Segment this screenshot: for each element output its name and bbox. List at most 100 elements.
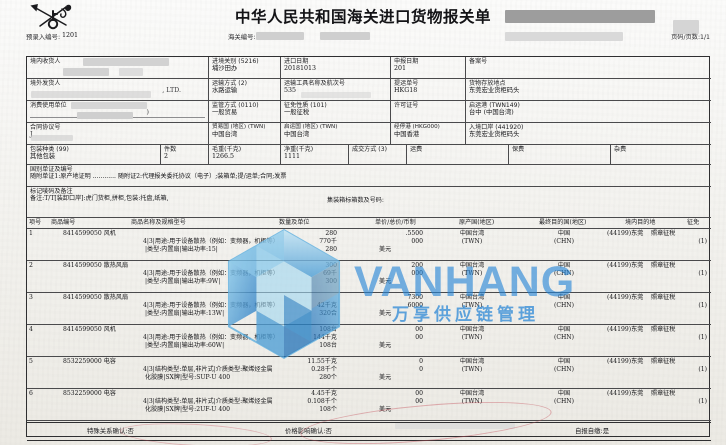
price-2: 000 xyxy=(411,238,423,245)
spec-line-1: 4|3|用途:用于设备散热（例如：变频器，机柜等） xyxy=(143,238,279,245)
qty-3: 300 xyxy=(325,278,337,285)
field-contract-no: 合同协议号 J xyxy=(27,123,209,145)
qty-3: 280 xyxy=(325,246,337,253)
qty-1: 280 xyxy=(325,230,337,237)
origin-country: 中国台湾 xyxy=(459,230,485,237)
field-consumer-unit: 消费使用单位 ) xyxy=(27,101,209,123)
field-entry-port: 入境口岸 (441920) 东莞宏业货柜码头 xyxy=(466,123,711,145)
goods-table-header: 项号 商品编号 商品名称及规格型号 数量及单位 单价/总价/币制 原产国(地区)… xyxy=(27,218,711,229)
levy-code: (1) xyxy=(698,334,707,341)
qty-3: 108台 xyxy=(319,342,337,349)
hs-code: 8414599050 散热风扇 xyxy=(63,294,129,301)
price-2: 0 xyxy=(419,366,423,373)
origin-country: 中国台湾 xyxy=(459,358,485,365)
levy-code: (1) xyxy=(698,270,707,277)
field-insurance: 保费 xyxy=(509,145,611,165)
origin-country: 中国台湾 xyxy=(459,326,485,333)
spec-line-1: 4|3|结构类型:单层,非片式|介质类型:聚烯烃金属 xyxy=(143,398,273,405)
domestic-dest: (44199)东莞 xyxy=(607,326,644,333)
redaction xyxy=(71,102,147,109)
price-1: 00 xyxy=(415,390,423,397)
spec-line-1: 4|3|用途:用于设备散热（例如：变频器，机柜等） xyxy=(143,334,279,341)
field-misc-fee: 杂费 xyxy=(611,145,711,165)
levy-code: (1) xyxy=(698,302,707,309)
dest-country: 中国 xyxy=(557,294,571,301)
levy-mode: 照章征税 xyxy=(651,230,676,237)
sub-header-line: 预录入编号: 1201 海关编号: 页码/页数:1/1 xyxy=(0,30,726,43)
pre-entry-label: 预录入编号: xyxy=(26,33,61,41)
declaration-table: 境内收货人 进境关别 (5216) 埔沙田办 进口日期 20181013 申报日… xyxy=(26,56,711,441)
domestic-dest: (44199)东莞 xyxy=(607,294,644,301)
field-deal-mode: 成交方式 (3) xyxy=(349,145,407,165)
price-2: 6000 xyxy=(407,302,423,309)
currency: 美元 xyxy=(379,342,392,349)
footer-extra-row xyxy=(27,440,711,445)
price-2: 00 xyxy=(415,334,423,341)
field-packages: 件数 2 xyxy=(161,145,209,165)
levy-code: (1) xyxy=(698,238,707,245)
spec-line-2: |类型:内置扇|输出功率:15| xyxy=(145,246,218,253)
redaction xyxy=(301,92,371,98)
spec-line-1: 4|3|用途:用于设备散热（例如：变频器，机柜等） xyxy=(143,302,279,309)
domestic-dest: (44199)东莞 xyxy=(607,358,644,365)
currency: 美元 xyxy=(379,278,392,285)
price-2: 00 xyxy=(415,398,423,405)
origin-code: (TWN) xyxy=(461,238,483,245)
dest-country: 中国 xyxy=(557,262,571,269)
item-no: 6 xyxy=(29,390,33,397)
origin-code: (TWN) xyxy=(461,334,483,341)
field-entry-customs: 进境关别 (5216) 埔沙田办 xyxy=(209,57,281,79)
special-relation-confirm: 特殊关系确认:否 xyxy=(87,427,134,435)
goods-row: 2 8414599050 散热风扇 4|3|用途:用于设备散热（例如：变频器，机柜等… xyxy=(27,261,711,293)
redaction xyxy=(395,423,515,429)
qty-1: 300 xyxy=(325,262,337,269)
redaction xyxy=(63,68,109,76)
spec-line-2: |类型:内置扇|输出功率:13W| xyxy=(145,310,225,317)
spec-line-2: 化胶膜|SX牌|型号:SUP-U 400 xyxy=(145,374,231,381)
hs-code: 8414599050 风机 xyxy=(63,230,116,237)
document-header: 中华人民共和国海关进口货物报关单 xyxy=(0,0,726,41)
origin-country: 中国台湾 xyxy=(459,294,485,301)
field-marks-remarks: 标记唛码及备注 备注:T/T[装卸口岸]:虎门货柜,拼柜,包装:托盘,纸箱, 集… xyxy=(27,187,711,218)
self-declare-confirm: 自报自缴:是 xyxy=(575,427,610,435)
field-trade-country: 贸易国 (地区) (TWN) 中国台湾 xyxy=(209,123,281,145)
dest-country: 中国 xyxy=(557,358,571,365)
qty-1: 108台 xyxy=(319,326,337,333)
qty-2: 0.108千个 xyxy=(307,398,337,405)
hs-code: 8532259000 电容 xyxy=(63,358,116,365)
dest-code: (CHN) xyxy=(553,366,575,373)
goods-row: 6 8532259000 电容 4|3|结构类型:单层,非片式|介质类型:聚烯烃金属… xyxy=(27,389,711,421)
domestic-dest: (44199)东莞 xyxy=(607,230,644,237)
price-2: 000 xyxy=(411,270,423,277)
origin-code: (TWN) xyxy=(461,366,483,373)
field-consignee-cn: 境内收货人 xyxy=(27,57,209,79)
redaction xyxy=(77,112,133,119)
price-influence-confirm: 价格影响确认:否 xyxy=(285,427,332,435)
field-attached-docs: 国别单证及编号 随附单证1:原产地证明 ............ 随附证2:代理… xyxy=(27,165,711,187)
spec-line-1: 4|3|结构类型:单层,非片式|介质类型:聚烯烃金属 xyxy=(143,366,273,373)
field-transport-mode: 运输方式 (2) 水路运输 xyxy=(209,79,281,101)
price-1: .5500 xyxy=(405,230,423,237)
qty-2: 0.28千个 xyxy=(311,366,337,373)
levy-mode: 照章征税 xyxy=(651,294,676,301)
levy-code: (1) xyxy=(698,398,707,405)
qty-3: 108个 xyxy=(319,406,337,413)
dest-country: 中国 xyxy=(557,326,571,333)
qty-3: 320合 xyxy=(319,310,337,317)
redaction xyxy=(31,91,151,98)
qty-1: 11.55千克 xyxy=(307,358,337,365)
field-gross-weight: 毛重(千克) 1266.5 xyxy=(209,145,281,165)
footer-confirmations: 特殊关系确认:否 价格影响确认:否 自报自缴:是 xyxy=(27,422,711,440)
field-levy-exempt: 征免性质 (101) 一般征税 xyxy=(281,101,391,123)
container-label: 集装箱标箱数及号码: xyxy=(327,197,384,204)
goods-row: 4 8414599050 风机 4|3|用途:用于设备散热（例如：变频器，机柜等） |… xyxy=(27,325,711,357)
field-depart-port: 启运港 (TWN149) 台中 (中国台湾) xyxy=(466,101,711,123)
pre-entry-value: 1201 xyxy=(62,32,79,39)
dest-code: (CHN) xyxy=(553,334,575,341)
goods-row: 1 8414599050 风机 4|3|用途:用于设备散热（例如：变频器，机柜等） |… xyxy=(27,229,711,261)
item-no: 4 xyxy=(29,326,33,333)
redaction xyxy=(31,135,73,141)
dest-code: (CHN) xyxy=(553,270,575,277)
spec-line-2: |类型:内置扇|输出功率:9W| xyxy=(145,278,221,285)
